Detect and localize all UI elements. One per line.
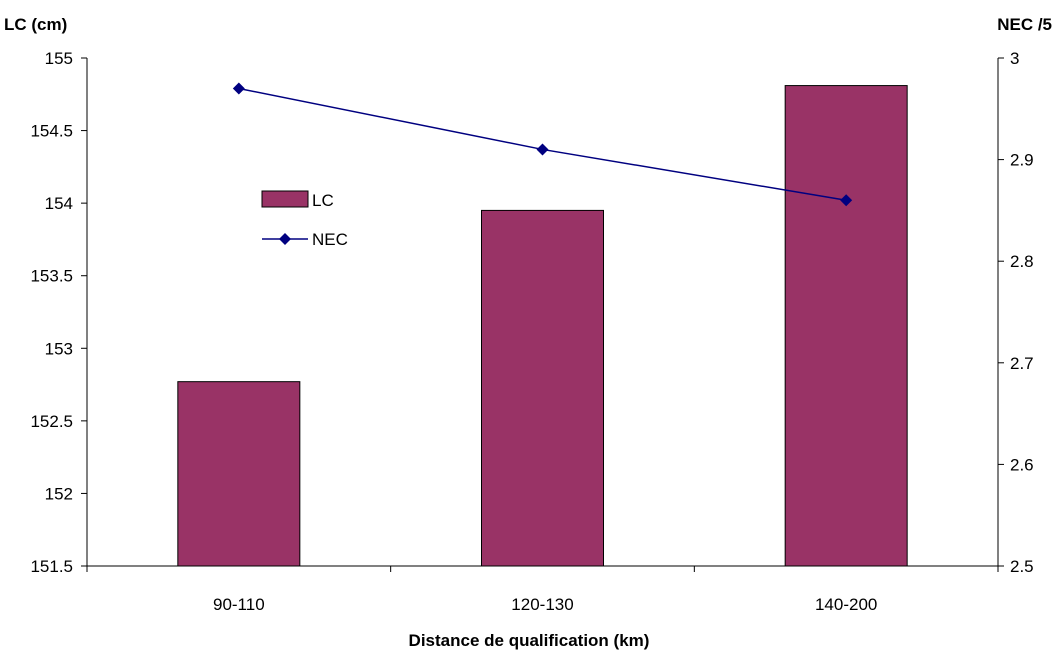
- y-tick-label: 152: [45, 484, 73, 503]
- bar-lc-90-110: [177, 381, 301, 567]
- bar-lc-140-200: [784, 85, 908, 567]
- y2-tick-label: 3: [1010, 49, 1019, 68]
- y-axis-title: LC (cm): [4, 15, 67, 34]
- y2-tick-label: 2.8: [1010, 252, 1034, 271]
- y-tick-label: 152.5: [30, 412, 73, 431]
- y2-tick-label: 2.5: [1010, 557, 1034, 576]
- y-tick-label: 154.5: [30, 122, 73, 141]
- legend-nec-marker: [279, 233, 291, 245]
- y2-axis-title: NEC /5: [997, 15, 1052, 34]
- legend-lc-label: LC: [312, 191, 334, 210]
- x-tick-label: 140-200: [815, 595, 877, 614]
- nec-point-90-110: [232, 82, 245, 95]
- x-tick-label: 90-110: [213, 595, 265, 614]
- bar-lc-120-130: [481, 209, 604, 567]
- y2-tick-label: 2.7: [1010, 354, 1034, 373]
- nec-point-140-200: [840, 194, 853, 207]
- bar-series: [177, 85, 908, 567]
- y-tick-label: 151.5: [30, 557, 73, 576]
- y-tick-label: 154: [45, 194, 73, 213]
- x-axis-ticks: 90-110 120-130 140-200: [86, 566, 999, 614]
- legend-nec-label: NEC: [312, 230, 348, 249]
- y-tick-label: 153.5: [30, 267, 73, 286]
- left-axis-ticks: 151.5 152 152.5 153 153.5 154 154.5 155: [30, 49, 87, 576]
- y2-tick-label: 2.6: [1010, 455, 1034, 474]
- right-axis-ticks: 2.5 2.6 2.7 2.8 2.9 3: [998, 49, 1034, 576]
- y-tick-label: 155: [45, 49, 73, 68]
- y-tick-label: 153: [45, 339, 73, 358]
- y2-tick-label: 2.9: [1010, 151, 1034, 170]
- x-axis-title: Distance de qualification (km): [409, 631, 650, 650]
- legend-lc-swatch: [261, 190, 309, 208]
- line-series: [232, 82, 853, 207]
- legend: LC NEC: [261, 190, 348, 249]
- nec-point-120-130: [536, 143, 549, 156]
- x-tick-label: 120-130: [511, 595, 573, 614]
